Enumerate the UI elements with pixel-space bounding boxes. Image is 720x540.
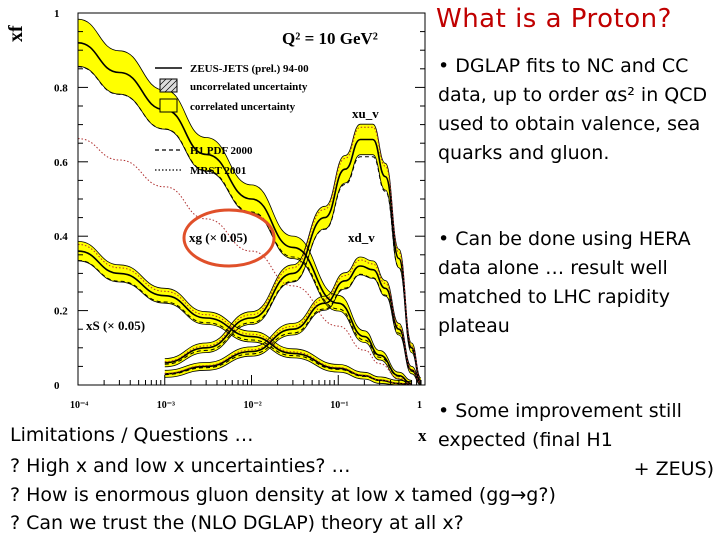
y-tick-label: 0.4 [54,231,68,243]
bullet-hera-data: • Can be done using HERA data alone … re… [438,228,691,337]
legend-label-uncorrelated: uncorrelated uncertainty [190,81,308,93]
y-tick-label: 0.8 [54,82,68,94]
bullet-improvement-end: + ZEUS) [633,458,714,480]
curve-xdv [164,265,422,384]
h1-curve-xdv [164,273,422,384]
mrst-curve-xg [77,138,412,385]
x-tick-label: 10⁻³ [157,400,175,411]
mrst-curve-xuv [164,126,422,382]
legend-swatch-correlated [159,98,178,113]
y-tick-label: 0 [54,380,60,392]
slide-title: What is a Proton? [432,4,676,34]
y-tick-label: 0.2 [54,306,68,318]
question-gluon-density: ? How is enormous gluon density at low x… [10,484,556,506]
h1-curve-xuv [164,156,422,382]
gluon-highlight-ellipse [182,208,276,268]
band-upper-xdv [164,256,422,381]
mrst-curve-xdv [164,259,422,384]
plot-label: Q² = 10 GeV² [282,29,378,48]
tick-labels: 10⁻⁴ 10⁻³ 10⁻² 10⁻¹ 1 0 0.2 0.4 0.6 0.8 1 [54,8,422,411]
bullet-dglap-fits: • DGLAP fits to NC and CC data, up to or… [438,55,708,164]
legend-label-zeus: ZEUS-JETS (prel.) 94-00 [190,63,309,75]
pdf-curves [77,18,422,386]
x-axis-title: x [418,426,427,445]
curve-xg [77,42,412,385]
x-tick-label: 10⁻⁴ [70,400,88,411]
band-upper-xs [77,241,412,382]
y-tick-label: 0.6 [54,157,68,169]
legend-swatch-uncorrelated [159,78,178,93]
h1-curve-xs [77,260,412,386]
legend-label-h1: H1 PDF 2000 [190,145,253,157]
curve-xuv [164,138,422,383]
y-tick-label: 1 [54,8,60,20]
legend-hatch [159,78,178,93]
x-tick-label: 10⁻¹ [330,400,348,411]
limitations-heading: Limitations / Questions … [10,424,254,446]
chart-axes [77,12,426,386]
x-tick-label: 10⁻² [244,400,262,411]
legend-label-correlated: correlated uncertainty [190,101,296,113]
series-label-xdv: xd_v [348,230,375,245]
y-axis-title: xf [5,25,27,42]
series-label-xs: xS (× 0.05) [86,318,145,333]
h1-curve-xg [77,66,412,385]
bullet-improvement: • Some improvement still expected (final… [438,368,718,513]
question-trust-theory: ? Can we trust the (NLO DGLAP) theory at… [10,512,464,534]
band-lower-xs [77,260,412,386]
x-tick-label: 1 [417,400,422,411]
legend-label-mrst: MRST 2001 [190,165,246,177]
question-high-low-x: ? High x and low x uncertainties? … [10,455,351,477]
band-upper-xg [77,18,412,381]
series-label-xg: xg (× 0.05) [189,230,247,245]
band-upper-xuv [164,123,422,379]
series-label-xuv: xu_v [352,106,379,121]
bullet-improvement-text: • Some improvement still expected (final… [438,400,682,451]
legend: ZEUS-JETS (prel.) 94-00 uncorrelated unc… [155,63,309,177]
